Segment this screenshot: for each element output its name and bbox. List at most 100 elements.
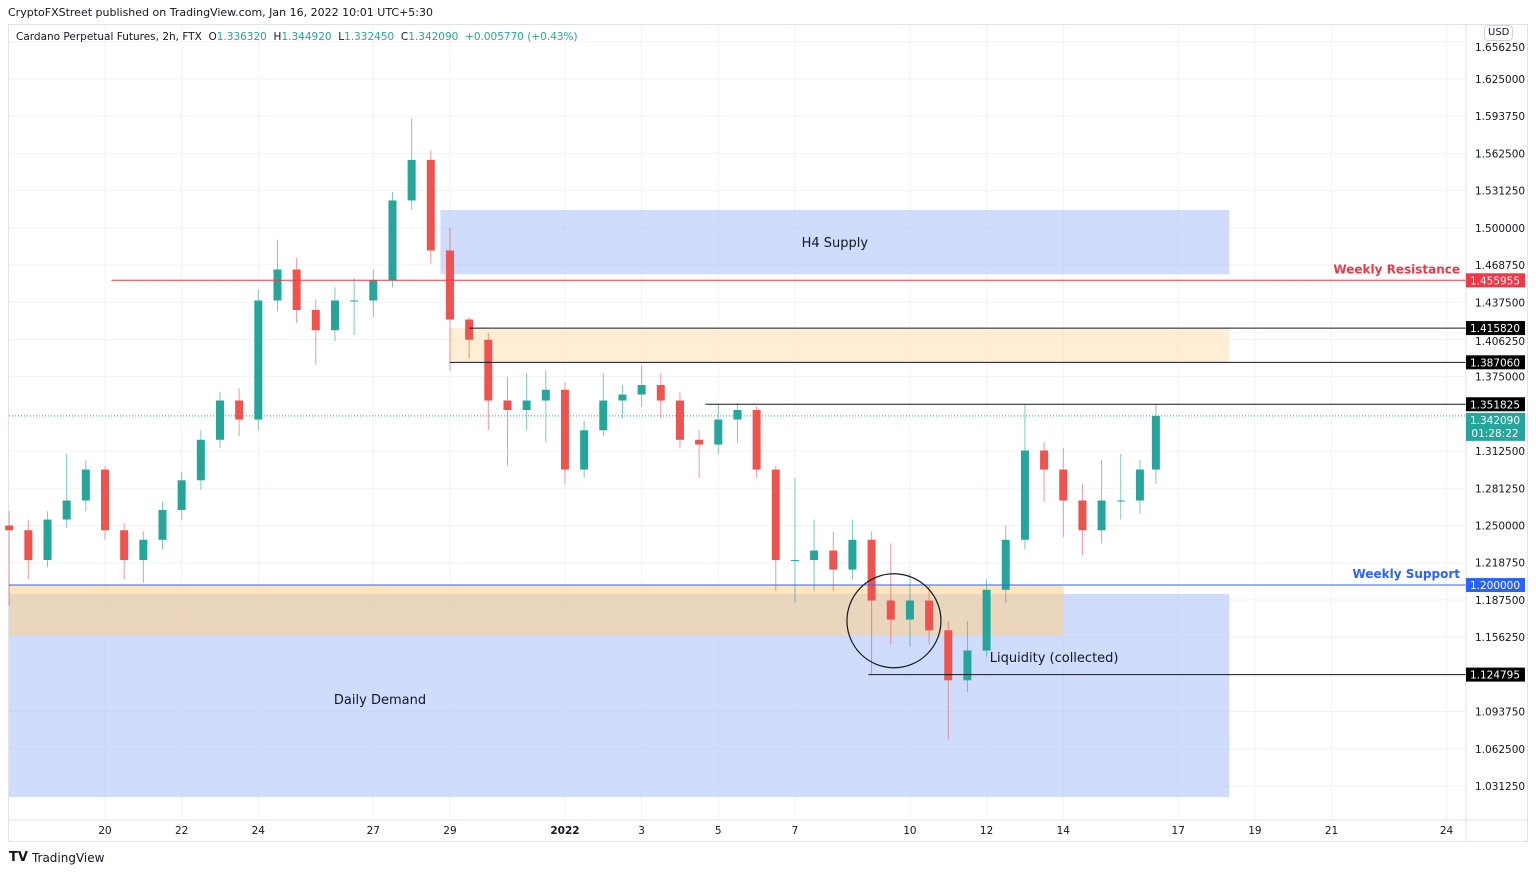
candle-up	[254, 300, 263, 420]
candle-down	[292, 269, 301, 310]
candle-up	[369, 280, 378, 301]
y-tick-label: 1.093750	[1475, 707, 1525, 719]
y-tick-label: 1.406250	[1475, 336, 1525, 348]
candle-down	[24, 530, 33, 561]
candle-up	[330, 300, 339, 331]
candle-up	[1151, 415, 1160, 470]
candle-up	[1135, 469, 1144, 501]
candle-down	[944, 630, 953, 681]
candle-down	[867, 539, 876, 601]
x-tick-label: 24	[252, 825, 266, 837]
candle-down	[656, 385, 665, 401]
price-badge-label: 1.387060	[1470, 357, 1520, 369]
candle-up	[273, 269, 282, 301]
candle-up	[982, 589, 991, 651]
annotation-text: Liquidity (collected)	[990, 651, 1119, 666]
x-tick-label: 24	[1440, 825, 1454, 837]
zone-label: Daily Demand	[334, 693, 426, 708]
candle-up	[905, 600, 914, 620]
y-tick-label: 1.218750	[1475, 558, 1525, 570]
x-tick-label: 19	[1248, 825, 1261, 837]
x-tick-label: 2022	[550, 825, 579, 837]
candle-up	[388, 200, 397, 281]
candle-down	[695, 439, 704, 445]
zone-label: H4 Supply	[802, 236, 869, 251]
candle-down	[445, 250, 454, 320]
tradingview-logo[interactable]: 𝗧𝗩 TradingView	[9, 850, 104, 865]
symbol-title[interactable]: Cardano Perpetual Futures, 2h, FTX	[16, 31, 202, 43]
x-tick-label: 17	[1172, 825, 1185, 837]
candle-down	[484, 339, 493, 401]
x-tick-label: 7	[792, 825, 799, 837]
candle-up	[599, 400, 608, 431]
y-tick-label: 1.250000	[1475, 521, 1525, 533]
candle-up	[177, 480, 186, 511]
candle-up	[1020, 450, 1029, 540]
x-tick-label: 14	[1057, 825, 1071, 837]
level-name: Weekly Resistance	[1333, 262, 1460, 276]
high-label: H	[273, 31, 282, 43]
change-value: +0.005770 (+0.43%)	[465, 31, 578, 43]
price-badge	[1466, 321, 1525, 336]
candle-up	[733, 410, 742, 420]
close-label: C	[400, 31, 409, 43]
candle-down	[311, 309, 320, 331]
candle-down	[120, 530, 129, 561]
y-tick-label: 1.156250	[1475, 632, 1525, 644]
currency-button[interactable]: USD	[1484, 25, 1514, 41]
y-tick-label: 1.281250	[1475, 483, 1525, 495]
x-tick-label: 3	[638, 825, 645, 837]
low-value: 1.332450	[344, 31, 395, 43]
chart-frame	[8, 24, 1528, 842]
candle-down	[829, 550, 838, 570]
price-badge	[1466, 273, 1525, 288]
price-badge-label: 1.351825	[1470, 399, 1520, 411]
candle-down	[465, 319, 474, 340]
candle-down	[1078, 500, 1087, 531]
candle-up	[158, 510, 167, 540]
candle-up	[1001, 539, 1010, 590]
y-tick-label: 1.656250	[1475, 42, 1525, 54]
x-tick-label: 12	[980, 825, 993, 837]
ohlc-legend: Cardano Perpetual Futures, 2h, FTX O 1.33…	[16, 31, 578, 43]
high-value: 1.344920	[281, 31, 332, 43]
candle-down	[886, 600, 895, 620]
candle-up	[848, 539, 857, 570]
countdown-label: 01:28:22	[1471, 428, 1518, 440]
y-tick-label: 1.312500	[1475, 446, 1525, 458]
candle-down	[752, 410, 761, 470]
candle-up	[522, 400, 531, 411]
level-name: Weekly Support	[1353, 567, 1461, 581]
candle-down	[675, 400, 684, 440]
x-tick-label: 5	[715, 825, 722, 837]
x-tick-label: 10	[903, 825, 916, 837]
candle-down	[235, 400, 244, 420]
price-badge-label: 1.455955	[1470, 275, 1520, 287]
candle-up	[81, 469, 90, 501]
price-badge-label: 1.415820	[1470, 323, 1520, 335]
y-tick-label: 1.187500	[1475, 595, 1525, 607]
candle-up	[790, 560, 799, 562]
zone-h4-supply	[440, 209, 1230, 275]
x-tick-label: 29	[443, 825, 456, 837]
candle-up	[714, 419, 723, 445]
x-tick-label: 21	[1325, 825, 1338, 837]
candle-up	[407, 159, 416, 201]
price-badge	[1466, 397, 1525, 412]
candle-up	[350, 300, 359, 302]
candle-up	[215, 400, 224, 440]
publisher-caption: CryptoFXStreet published on TradingView.…	[8, 6, 434, 19]
candle-up	[43, 519, 52, 561]
open-label: O	[208, 31, 217, 43]
y-tick-label: 1.062500	[1475, 744, 1525, 756]
candle-down	[426, 159, 435, 251]
candle-down	[1059, 469, 1068, 501]
tv-logo-icon: 𝗧𝗩	[9, 850, 28, 865]
close-value: 1.342090	[408, 31, 459, 43]
y-tick-label: 1.531250	[1475, 186, 1525, 198]
candle-up	[810, 550, 819, 561]
candle-down	[101, 469, 109, 531]
price-badge-label: 1.200000	[1470, 580, 1520, 592]
x-tick-label: 27	[367, 825, 380, 837]
